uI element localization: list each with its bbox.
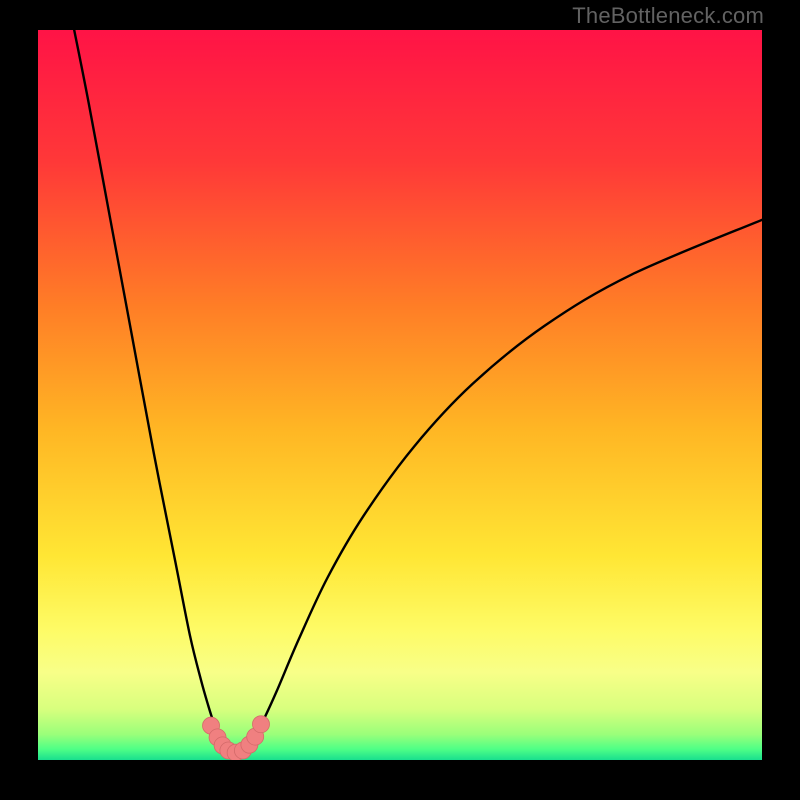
optimum-dots [203, 716, 270, 760]
optimum-dot [252, 716, 269, 733]
bottleneck-curve [74, 30, 762, 753]
plot-area [38, 30, 762, 760]
watermark-text: TheBottleneck.com [572, 3, 764, 29]
chart-frame [0, 0, 800, 800]
curve-layer [38, 30, 762, 760]
